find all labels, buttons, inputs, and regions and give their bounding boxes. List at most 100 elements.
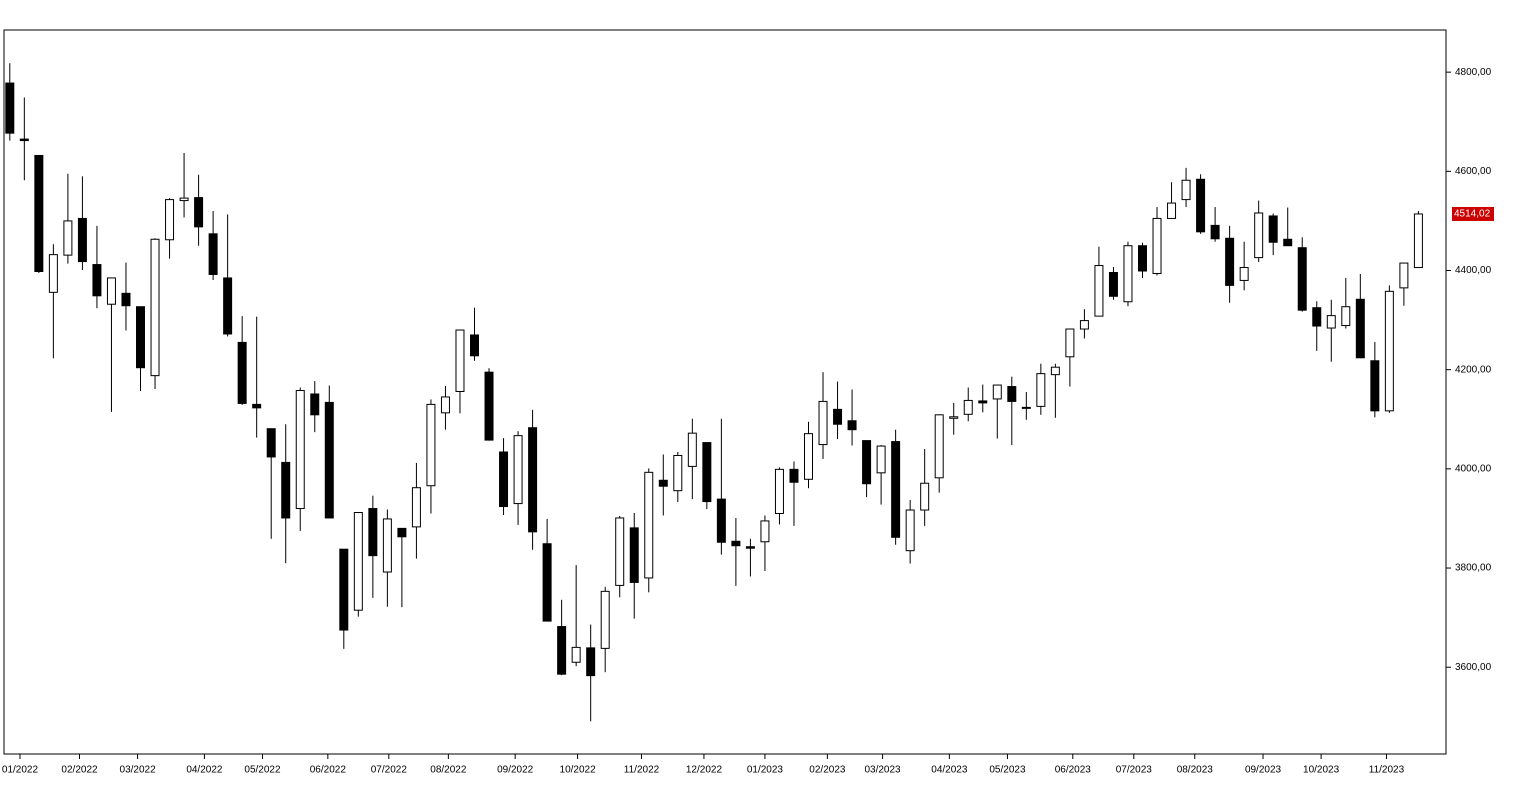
candle-body — [1138, 245, 1147, 272]
y-tick-label: 4800,00 — [1455, 67, 1492, 78]
candle-body — [571, 646, 581, 663]
candle-body — [978, 400, 988, 404]
candle-body — [324, 401, 334, 519]
candle-body — [963, 399, 973, 415]
candle-body — [237, 341, 247, 404]
candle-body — [5, 82, 15, 134]
candle-body — [934, 414, 944, 479]
candle-body — [368, 508, 378, 557]
x-tick-label: 08/2023 — [1177, 765, 1214, 776]
candle-body — [208, 233, 218, 275]
candle-body — [1036, 373, 1046, 407]
candle-body — [382, 518, 392, 573]
x-tick-label: 01/2022 — [2, 765, 39, 776]
candle-body — [600, 590, 610, 649]
candle-body — [353, 512, 363, 611]
candle-body — [833, 408, 843, 425]
x-tick-label: 02/2023 — [809, 765, 846, 776]
candle-body — [194, 197, 204, 228]
candle-body — [557, 626, 567, 675]
candle-body — [411, 487, 421, 528]
candle-body — [1341, 306, 1351, 327]
candle-body — [484, 371, 494, 441]
x-tick-label: 07/2022 — [371, 765, 408, 776]
last-price-label: 4514,02 — [1454, 209, 1491, 220]
y-tick-label: 4600,00 — [1455, 166, 1492, 177]
candle-body — [19, 138, 29, 142]
candle-body — [150, 238, 160, 377]
candle-body — [106, 277, 116, 305]
candle-body — [266, 428, 276, 458]
candle-body — [1050, 366, 1060, 376]
y-tick-label: 4000,00 — [1455, 464, 1492, 475]
candle-body — [876, 445, 886, 474]
candle-body — [629, 527, 639, 583]
candle-body — [586, 647, 596, 677]
candle-body — [745, 546, 755, 549]
candle-body — [760, 520, 770, 543]
candle-body — [1326, 315, 1336, 329]
x-tick-label: 07/2023 — [1116, 765, 1153, 776]
candle-body — [1413, 213, 1423, 269]
x-tick-label: 05/2023 — [989, 765, 1026, 776]
candle-body — [644, 471, 654, 579]
candle-body — [1196, 178, 1206, 233]
candle-body — [1167, 202, 1177, 219]
candle-body — [92, 264, 102, 297]
candle-body — [774, 468, 784, 514]
candle-body — [34, 154, 44, 272]
candle-body — [716, 498, 726, 543]
candle-body — [1079, 320, 1089, 330]
x-tick-label: 03/2022 — [120, 765, 157, 776]
x-tick-label: 10/2022 — [560, 765, 597, 776]
candle-body — [1094, 265, 1104, 317]
x-tick-label: 08/2022 — [430, 765, 467, 776]
candle-body — [905, 509, 915, 552]
candle-body — [702, 442, 712, 503]
candle-body — [397, 527, 407, 538]
candle-body — [891, 441, 901, 538]
candle-body — [499, 451, 509, 508]
candle-body — [1007, 386, 1017, 402]
plot-frame — [3, 29, 1447, 755]
candle-body — [295, 390, 305, 510]
candle-body — [992, 384, 1002, 400]
candle-body — [542, 543, 552, 622]
x-tick-label: 11/2023 — [1369, 765, 1405, 776]
candle-body — [1021, 406, 1031, 409]
candle-body — [687, 432, 697, 467]
x-tick-label: 04/2023 — [931, 765, 968, 776]
x-tick-label: 10/2023 — [1303, 765, 1340, 776]
candle-body — [1312, 307, 1322, 327]
last-price-box — [1452, 206, 1494, 221]
x-tick-label: 05/2022 — [244, 765, 281, 776]
x-tick-label: 03/2023 — [864, 765, 901, 776]
candle-body — [223, 277, 233, 335]
candle-body — [1355, 298, 1365, 359]
x-tick-label: 12/2022 — [686, 765, 723, 776]
candle-body — [1399, 262, 1409, 289]
candle-body — [862, 440, 872, 485]
candle-body — [818, 400, 828, 446]
candle-body — [1268, 215, 1278, 243]
x-tick-label: 02/2022 — [61, 765, 98, 776]
x-tick-label: 04/2022 — [186, 765, 223, 776]
x-tick-label: 06/2022 — [310, 765, 347, 776]
candle-body — [310, 393, 320, 416]
candle-body — [658, 479, 668, 487]
candle-body — [1239, 267, 1249, 281]
candle-body — [1065, 328, 1075, 358]
candle-body — [673, 454, 683, 492]
x-tick-label: 11/2022 — [624, 765, 660, 776]
candle-body — [949, 416, 959, 419]
candle-body — [470, 334, 479, 357]
candle-body — [455, 329, 465, 393]
candle-body — [426, 403, 436, 487]
candle-body — [252, 403, 262, 409]
candle-body — [339, 548, 349, 631]
candle-body — [1384, 290, 1394, 412]
candle-body — [63, 220, 73, 256]
candle-body — [513, 435, 523, 505]
